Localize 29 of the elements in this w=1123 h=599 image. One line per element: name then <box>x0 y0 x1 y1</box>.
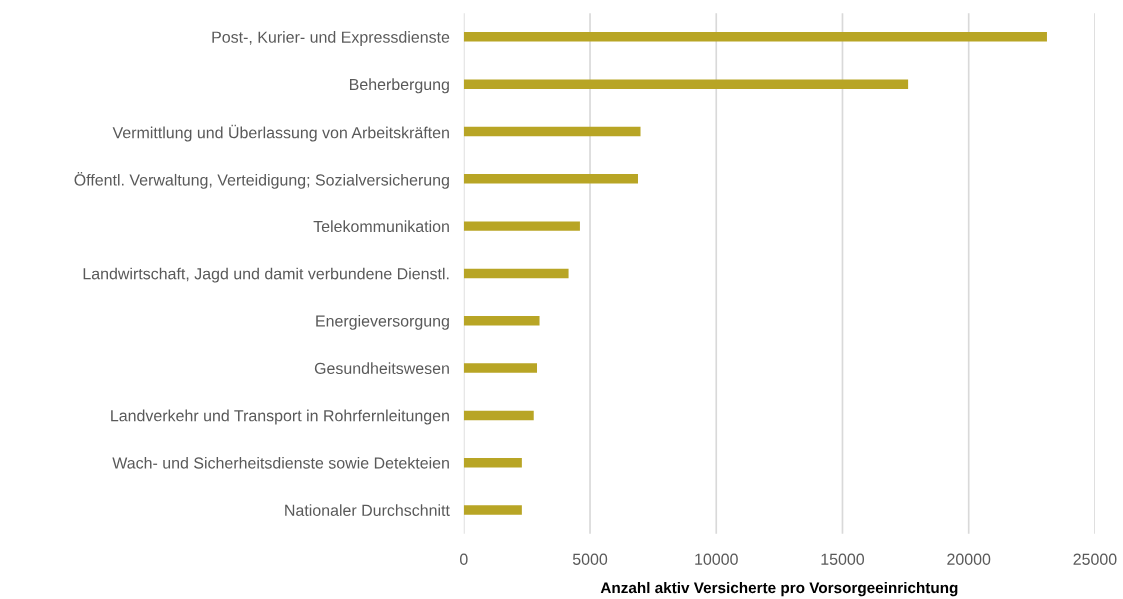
bar <box>463 316 540 326</box>
x-tick-label: 10000 <box>695 553 738 565</box>
bar <box>463 79 909 89</box>
y-tick-label: Beherbergung <box>349 78 449 94</box>
bar <box>463 458 522 468</box>
bar <box>463 268 569 279</box>
y-tick-label: Gesundheitswesen <box>314 362 449 375</box>
x-tick-label: 0 <box>459 553 468 565</box>
y-tick-label: Nationaler Durchschnitt <box>285 504 450 516</box>
y-tick-label: Telekommunikation <box>313 220 449 233</box>
bar <box>463 221 580 231</box>
y-tick-label: Post-, Kurier- und Expressdienste <box>212 31 450 46</box>
x-tick-label: 25000 <box>1073 553 1117 565</box>
bar <box>463 363 538 373</box>
bar <box>463 174 638 184</box>
bar <box>463 32 1047 42</box>
bar <box>463 410 534 421</box>
y-tick-label: Energieversorgung <box>316 314 449 330</box>
x-axis-title: Anzahl aktiv Versicherte pro Vorsorgeeinrichtung <box>600 581 958 597</box>
y-tick-label: Landverkehr und Transport in Rohrfernleitungen <box>111 409 449 425</box>
y-tick-label: Öffentl. Verwaltung, Verteidigung; Sozialversicherung <box>74 172 449 189</box>
y-tick-label: Vermittlung und Überlassung von Arbeitskräften <box>112 124 449 142</box>
y-tick-label: Wach- und Sicherheitsdienste sowie Detekteien <box>112 456 449 469</box>
bar <box>463 505 522 515</box>
y-tick-label: Landwirtschaft, Jagd und damit verbundene Dienstl. <box>83 267 449 283</box>
x-tick-label: 20000 <box>947 553 991 565</box>
x-tick-label: 5000 <box>572 553 608 565</box>
x-tick-label: 15000 <box>821 553 865 565</box>
bar <box>463 126 641 137</box>
